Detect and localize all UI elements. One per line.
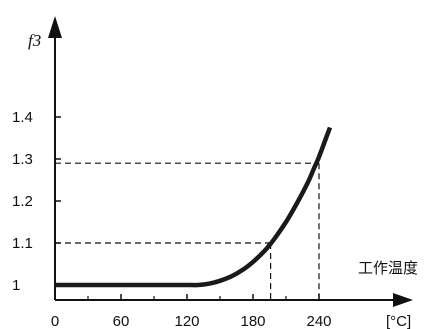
x-tick-label: 180 bbox=[240, 313, 265, 329]
y-axis-label: f3 bbox=[28, 31, 41, 50]
x-tick-label: 120 bbox=[174, 313, 199, 329]
x-axis-arrow bbox=[393, 293, 413, 307]
reference-lines bbox=[55, 162, 320, 300]
y-axis-arrow bbox=[48, 16, 62, 38]
y-ticks: 1 1.1 1.2 1.3 1.4 bbox=[12, 109, 61, 294]
x-tick-label: 60 bbox=[113, 313, 130, 329]
x-axis-unit: [°C] bbox=[386, 313, 411, 329]
y-tick-label: 1.4 bbox=[12, 109, 33, 126]
y-tick-label: 1.1 bbox=[12, 235, 33, 252]
x-tick-label: 0 bbox=[51, 313, 59, 329]
y-tick-label: 1.3 bbox=[12, 151, 33, 168]
y-tick-label: 1 bbox=[12, 277, 20, 294]
x-tick-label: 240 bbox=[306, 313, 331, 329]
x-axis-label: 工作温度 bbox=[358, 260, 418, 277]
series-line bbox=[55, 126, 333, 288]
y-tick-label: 1.2 bbox=[12, 193, 33, 210]
